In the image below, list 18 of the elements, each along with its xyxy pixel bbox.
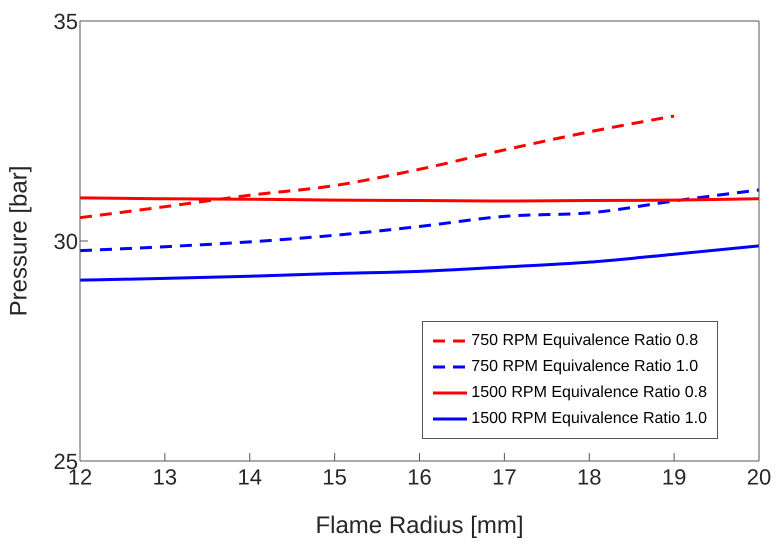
y-axis-title: Pressure [bar] (6, 166, 33, 316)
line-series (80, 244, 759, 282)
x-tick-label: 15 (322, 464, 347, 490)
x-tick-label: 17 (492, 464, 517, 490)
legend-label: 1500 RPM Equivalence Ratio 1.0 (471, 409, 707, 429)
line-series (80, 188, 759, 252)
x-tick-label: 14 (238, 464, 262, 490)
legend-label: 750 RPM Equivalence Ratio 0.8 (471, 331, 698, 351)
x-tick-label: 19 (662, 464, 686, 490)
legend-label: 1500 RPM Equivalence Ratio 0.8 (471, 383, 707, 403)
x-axis-title: Flame Radius [mm] (315, 512, 524, 539)
x-tick-label: 16 (407, 464, 432, 490)
legend-label: 750 RPM Equivalence Ratio 1.0 (471, 357, 698, 377)
y-tick-label: 35 (54, 8, 78, 34)
x-tick-label: 18 (577, 464, 602, 490)
x-tick-label: 20 (746, 464, 772, 490)
y-tick-label: 30 (54, 228, 78, 254)
x-tick-label: 13 (152, 464, 178, 490)
